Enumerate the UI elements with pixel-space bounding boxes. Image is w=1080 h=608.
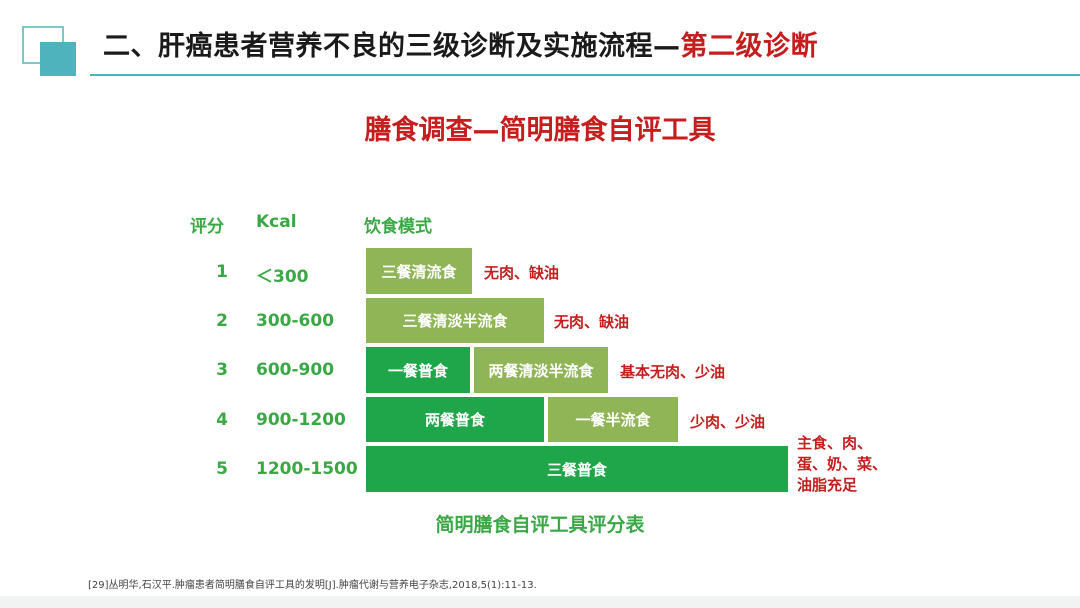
row1-kcal: ＜300 (256, 267, 309, 287)
row5-kcal: 1200-1500 (256, 459, 358, 479)
row5-note: 主食、肉、 蛋、奶、菜、 油脂充足 (797, 433, 887, 496)
slide-title-main: 二、肝癌患者营养不良的三级诊断及实施流程— (103, 31, 681, 62)
bottom-band (0, 596, 1080, 608)
row2-kcal: 300-600 (256, 311, 335, 331)
row3-kcal: 600-900 (256, 360, 335, 380)
reference-footnote: [29]丛明华,石汉平.肿瘤患者简明膳食自评工具的发明[J].肿瘤代谢与营养电子… (88, 580, 537, 591)
slide-title-accent: 第二级诊断 (680, 31, 818, 62)
diet-cell-row5: 三餐普食 (364, 444, 790, 494)
diet-cell-row2: 三餐清淡半流食 (364, 296, 546, 345)
row4-note: 少肉、少油 (690, 413, 766, 431)
column-header-score: 评分 (190, 217, 224, 237)
row4-score: 4 (216, 410, 228, 430)
row5-note-line1: 主食、肉、 (797, 434, 873, 452)
column-header-kcal: Kcal (256, 212, 297, 232)
section-subtitle: 膳食调查—简明膳食自评工具 (364, 115, 716, 146)
diet-cell-row4-semiliquid: 一餐半流食 (546, 395, 680, 444)
row5-note-line3: 油脂充足 (797, 476, 858, 494)
diet-cell-row1: 三餐清流食 (364, 246, 474, 296)
row2-score: 2 (216, 311, 228, 331)
slide-title: 二、肝癌患者营养不良的三级诊断及实施流程—第二级诊断 (103, 24, 818, 63)
diet-cell-row4-regular: 两餐普食 (364, 395, 546, 444)
row1-score: 1 (216, 262, 228, 282)
row5-score: 5 (216, 459, 228, 479)
diet-cell-row3-regular: 一餐普食 (364, 345, 472, 395)
row3-score: 3 (216, 360, 228, 380)
row3-note: 基本无肉、少油 (620, 363, 726, 381)
row4-kcal: 900-1200 (256, 410, 346, 430)
row1-note: 无肉、缺油 (484, 264, 560, 282)
row5-note-line2: 蛋、奶、菜、 (797, 455, 888, 473)
title-underline (90, 74, 1080, 76)
corner-filled-square (40, 42, 76, 76)
row2-note: 无肉、缺油 (554, 313, 630, 331)
table-caption: 简明膳食自评工具评分表 (435, 514, 645, 536)
column-header-diet: 饮食模式 (364, 217, 432, 237)
diet-cell-row3-semiliquid: 两餐清淡半流食 (472, 345, 610, 395)
